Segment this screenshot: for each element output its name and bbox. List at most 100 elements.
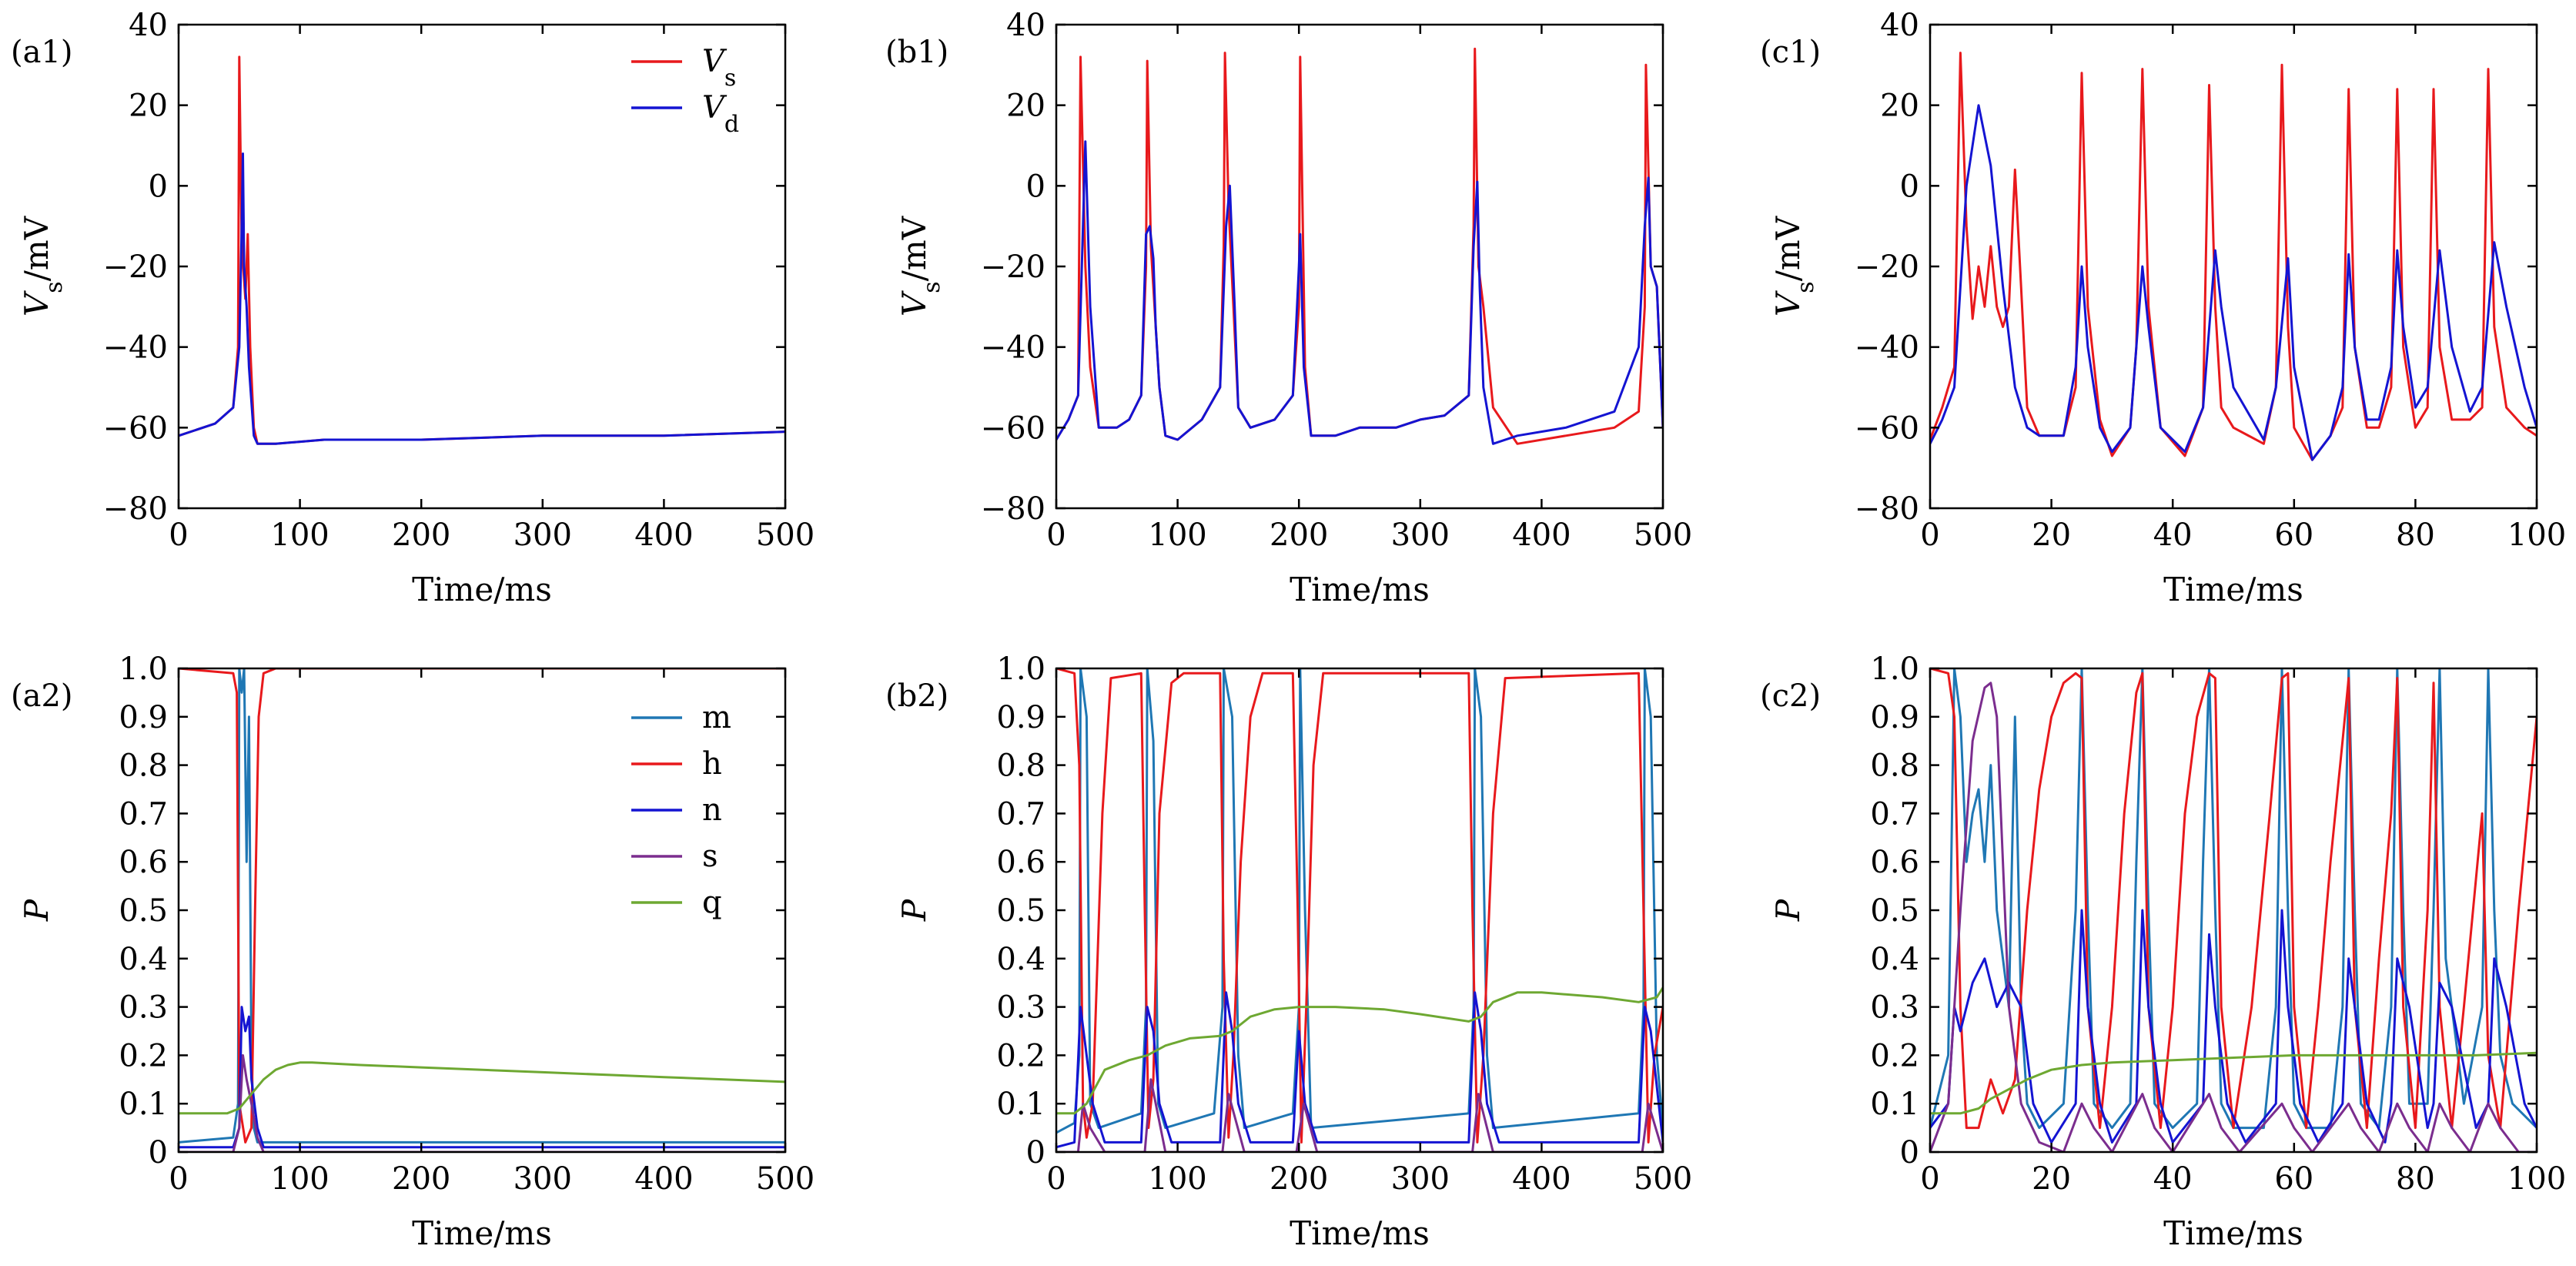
series-s-line	[1930, 682, 2537, 1152]
x-tick-label: 80	[2396, 517, 2435, 553]
y-tick-label: −60	[981, 410, 1045, 446]
y-tick-label: 0.5	[1870, 893, 1919, 929]
x-tick-label: 0	[1046, 517, 1066, 553]
legend-label: Vs	[702, 44, 736, 92]
y-axis-title: Vs/mV	[1769, 216, 1819, 316]
series-q-line	[179, 1061, 785, 1115]
x-tick-label: 0	[1920, 517, 1939, 553]
x-tick-label: 300	[1391, 517, 1450, 553]
y-tick-label: 0.1	[1870, 1087, 1919, 1122]
x-axis-title: Time/ms	[2163, 571, 2303, 608]
x-tick-label: 0	[1920, 1161, 1939, 1197]
series-vs-line	[1930, 52, 2537, 461]
panel-c2: (c2) 0 20 40 60 80 100 1.0 0.9 0.8 0.7 0.6 0.5 0.4 0.3…	[1760, 651, 2566, 1252]
x-tick-label: 40	[2153, 517, 2193, 553]
x-tick-label: 400	[634, 1161, 693, 1197]
x-tick-label: 400	[1512, 517, 1571, 553]
legend-label: q	[702, 885, 722, 920]
y-tick-label: 0.5	[996, 893, 1045, 929]
y-tick-label: 0	[1026, 169, 1045, 204]
series-vd-line	[1930, 104, 2537, 461]
x-axis-title: Time/ms	[2163, 1214, 2303, 1252]
series-s-line	[179, 1053, 785, 1152]
y-tick-label: −80	[103, 491, 168, 527]
y-tick-label: 0.2	[119, 1038, 168, 1073]
y-tick-label: 0.4	[996, 942, 1045, 977]
series-q-line	[1930, 1051, 2537, 1115]
legend-label: h	[702, 746, 722, 782]
y-tick-label: 0.8	[1870, 749, 1919, 784]
legend-label: m	[702, 700, 731, 735]
y-tick-label: −40	[1855, 330, 1919, 366]
y-tick-label: 20	[1880, 89, 1919, 124]
panel-b1: (b1)0 100 200 300 400 50040200−20−40−60−80Tim…	[885, 8, 1692, 608]
series-vs-line	[179, 55, 785, 445]
y-tick-label: 0.3	[996, 990, 1045, 1026]
y-tick-label: −60	[1855, 410, 1919, 446]
y-tick-label: 20	[1006, 89, 1045, 124]
series-h-line	[1056, 668, 1663, 1144]
panel-b2: (b2) 0 100 200 300 400 500 1.0 0.9 0.8 0.7 0.6 0.5 0.…	[885, 651, 1692, 1252]
y-tick-label: 0	[1026, 1135, 1045, 1171]
panel-label: (a2)	[11, 678, 73, 714]
y-tick-label: −20	[103, 250, 168, 285]
y-tick-label: 20	[129, 89, 168, 124]
x-tick-label: 0	[169, 1161, 188, 1197]
y-tick-label: 0.9	[119, 700, 168, 735]
y-tick-label: 40	[1006, 8, 1045, 43]
x-axis-title: Time/ms	[412, 1214, 552, 1252]
x-tick-label: 300	[1391, 1161, 1450, 1197]
x-tick-label: 200	[392, 517, 450, 553]
y-tick-label: −20	[981, 250, 1045, 285]
series-vs-line	[1056, 47, 1663, 445]
y-tick-label: 0.6	[1870, 845, 1919, 880]
x-axis-title: Time/ms	[1290, 571, 1430, 608]
y-tick-label: 0.2	[996, 1038, 1045, 1073]
legend-label: Vd	[702, 90, 739, 138]
series-q-line	[1056, 986, 1663, 1115]
y-tick-label: 40	[1880, 8, 1919, 43]
y-tick-label: 1.0	[119, 651, 168, 687]
y-tick-label: 0.8	[996, 749, 1045, 784]
x-axis-title: Time/ms	[412, 571, 552, 608]
legend-label: s	[702, 839, 718, 874]
y-axis-title: Vs/mV	[895, 216, 945, 316]
series-vd-line	[1056, 140, 1663, 445]
x-tick-label: 500	[1634, 1161, 1692, 1197]
x-tick-label: 100	[1148, 517, 1206, 553]
panel-label: (a1)	[11, 35, 73, 70]
panel-label: (b2)	[885, 678, 948, 714]
y-tick-label: 0.2	[1870, 1038, 1919, 1073]
y-tick-label: 0	[1900, 1135, 1919, 1171]
panel-label: (c1)	[1760, 35, 1821, 70]
y-tick-label: −40	[981, 330, 1045, 366]
x-tick-label: 200	[1270, 1161, 1328, 1197]
y-tick-label: 0.1	[996, 1087, 1045, 1122]
x-tick-label: 500	[756, 1161, 815, 1197]
y-tick-label: −60	[103, 410, 168, 446]
x-tick-label: 20	[2032, 517, 2071, 553]
x-tick-label: 80	[2396, 1161, 2435, 1197]
x-tick-label: 40	[2153, 1161, 2193, 1197]
series-m-line	[179, 668, 785, 1144]
y-tick-label: 0.3	[119, 990, 168, 1026]
x-axis-title: Time/ms	[1290, 1214, 1430, 1252]
y-tick-label: 0.7	[996, 796, 1045, 832]
y-tick-label: 1.0	[996, 651, 1045, 687]
x-tick-label: 20	[2032, 1161, 2071, 1197]
x-tick-label: 100	[2507, 1161, 2566, 1197]
x-tick-label: 0	[1046, 1161, 1066, 1197]
y-tick-label: 0.4	[1870, 942, 1919, 977]
y-axis-title: P	[895, 899, 933, 922]
y-tick-label: 0	[1900, 169, 1919, 204]
x-tick-label: 200	[392, 1161, 450, 1197]
panel-label: (b1)	[885, 35, 948, 70]
panel-a2: (a2) 0 100 200 300 400 500 1.0 0.9 0.8 0.7 0.6 0.5 0.…	[11, 651, 815, 1252]
y-tick-label: 0.6	[996, 845, 1045, 880]
y-tick-label: 0.6	[119, 845, 168, 880]
y-tick-label: −40	[103, 330, 168, 366]
y-axis-title: P	[18, 899, 55, 922]
y-tick-label: 40	[129, 8, 168, 43]
series-m-line	[1056, 668, 1663, 1134]
